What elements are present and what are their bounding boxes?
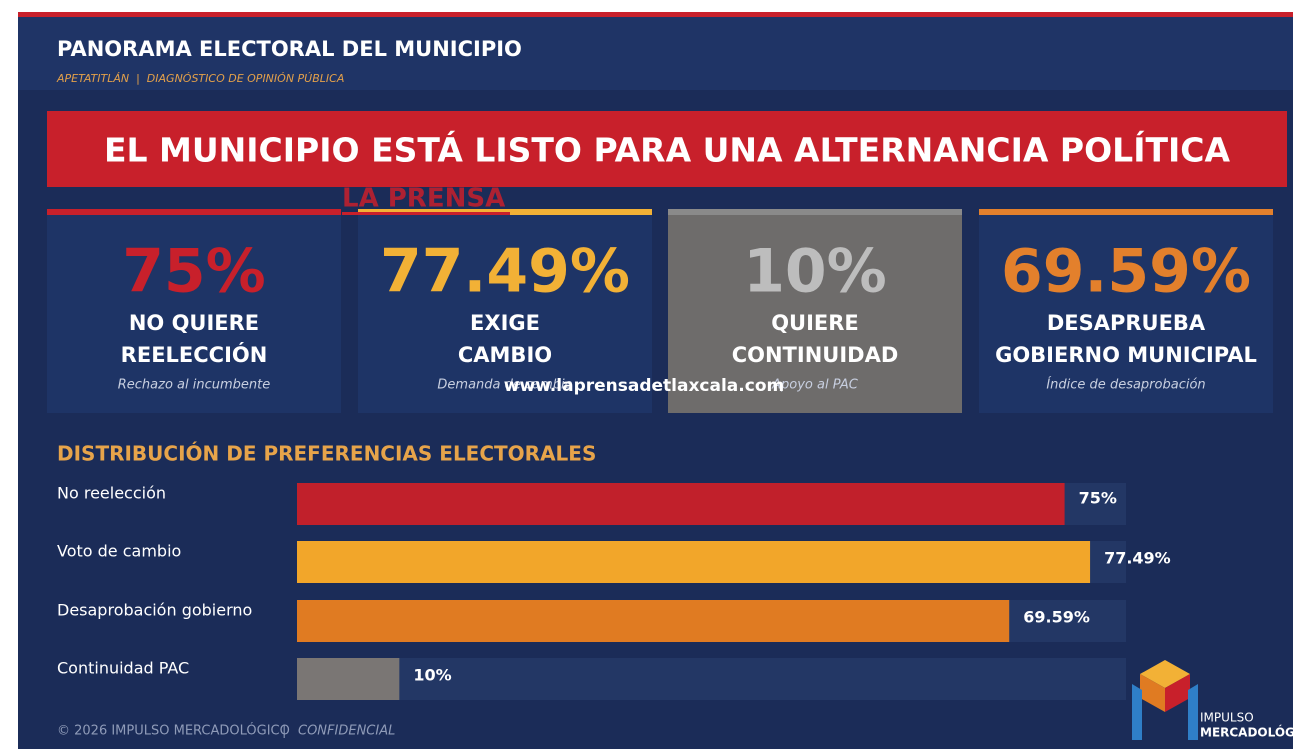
- bar: [297, 600, 1010, 642]
- card-line2: GOBIERNO MUNICIPAL: [995, 343, 1257, 367]
- card-accent: [979, 209, 1273, 215]
- card-note: Rechazo al incumbente: [118, 378, 271, 393]
- card-accent: [668, 209, 962, 215]
- footer-separator: |: [282, 724, 286, 739]
- cards: 75% NO QUIERE REELECCIÓN Rechazo al incumbe…: [47, 209, 1273, 413]
- logo-icon: [1132, 660, 1198, 740]
- value-label: 69.59%: [1023, 608, 1090, 627]
- card-accent: [47, 209, 341, 215]
- card-note: Índice de desaprobación: [1046, 377, 1205, 393]
- category-label: Continuidad PAC: [57, 659, 189, 678]
- footer-copyright: © 2026 IMPULSO MERCADOLÓGICO: [57, 723, 290, 739]
- card-line2: REELECCIÓN: [121, 342, 268, 367]
- card: [668, 209, 962, 413]
- bar: [297, 541, 1091, 583]
- card-line2: CONTINUIDAD: [732, 343, 899, 367]
- banner: [47, 111, 1287, 187]
- card: [979, 209, 1273, 413]
- bar: [297, 658, 400, 700]
- category-label: Desaprobación gobierno: [57, 601, 252, 620]
- header-title: PANORAMA ELECTORAL DEL MUNICIPIO: [57, 37, 522, 61]
- watermark-name: LA PRENSA: [342, 184, 505, 214]
- watermark-url: www.laprensadetlaxcala.com: [504, 376, 784, 396]
- value-label: 77.49%: [1104, 549, 1171, 568]
- category-label: Voto de cambio: [57, 542, 181, 561]
- card-note: Demanda de cambio: [437, 378, 572, 393]
- value-label: 10%: [413, 666, 451, 685]
- header-band: [18, 14, 1293, 90]
- chart: No reelección 75% Voto de cambio 77.49% Desa…: [57, 483, 1171, 700]
- bar-track: [297, 658, 1126, 700]
- footer-confidential: CONFIDENCIAL: [298, 724, 395, 739]
- header-line: [18, 12, 1293, 17]
- card-line2: CAMBIO: [458, 343, 552, 367]
- card-line1: NO QUIERE: [129, 311, 259, 335]
- logo-line2: MERCADOLÓGICO: [1200, 725, 1293, 740]
- bar: [297, 483, 1065, 525]
- card-line1: QUIERE: [771, 311, 859, 335]
- watermark-line: [342, 212, 510, 215]
- header-subtitle: APETATITLÁN | DIAGNÓSTICO DE OPINIÓN PÚB…: [56, 72, 344, 85]
- card: [47, 209, 341, 413]
- category-label: No reelección: [57, 484, 166, 503]
- card-value: 75%: [122, 237, 266, 307]
- card: [358, 209, 652, 413]
- card-line1: EXIGE: [470, 311, 540, 335]
- logo-line1: IMPULSO: [1200, 711, 1254, 725]
- card-note: Apoyo al PAC: [771, 378, 859, 393]
- value-label: 75%: [1079, 489, 1117, 508]
- card-line1: DESAPRUEBA: [1047, 311, 1206, 335]
- chart-title: DISTRIBUCIÓN DE PREFERENCIAS ELECTORALES: [57, 442, 596, 466]
- banner-text: EL MUNICIPIO ESTÁ LISTO PARA UNA ALTERNA…: [104, 130, 1231, 170]
- card-value: 69.59%: [1001, 237, 1251, 307]
- card-value: 77.49%: [380, 237, 630, 307]
- card-value: 10%: [743, 237, 887, 307]
